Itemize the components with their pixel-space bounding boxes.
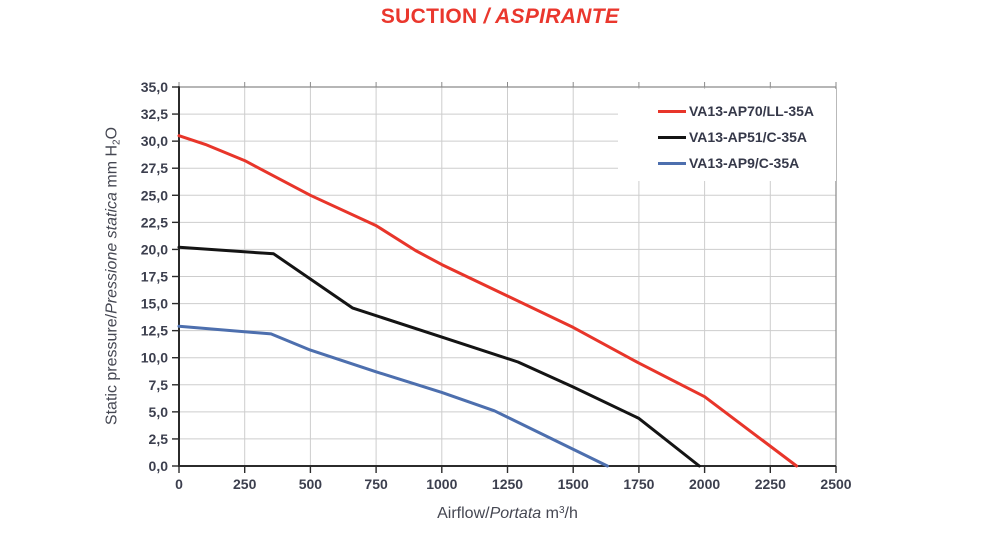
y-tick-label: 15,0 xyxy=(141,296,168,312)
y-tick-label: 17,5 xyxy=(141,269,168,285)
y-tick-label: 7,5 xyxy=(149,377,169,393)
x-tick-label: 2250 xyxy=(755,476,786,492)
curve-va13-ap9-c-35a xyxy=(177,324,609,468)
y-tick-label: 12,5 xyxy=(141,323,168,339)
legend-label: VA13-AP51/C-35A xyxy=(689,129,808,145)
y-axis-unit-subscript: 2 xyxy=(111,139,123,145)
x-tick-label: 1000 xyxy=(426,476,457,492)
y-tick-label: 0,0 xyxy=(149,458,169,474)
y-tick-label: 25,0 xyxy=(141,187,168,203)
legend-label: VA13-AP70/LL-35A xyxy=(689,103,815,119)
chart-title: SUCTION / ASPIRANTE xyxy=(0,5,1000,29)
x-tick-label: 500 xyxy=(299,476,323,492)
y-tick-label: 30,0 xyxy=(141,133,168,149)
x-tick-label: 1750 xyxy=(623,476,654,492)
y-axis-title-en: Static pressure/ xyxy=(103,313,121,426)
chart-title-en: SUCTION xyxy=(380,5,478,28)
y-tick-label: 10,0 xyxy=(141,350,168,366)
x-axis-title: Airflow/Portata m3/h xyxy=(179,505,836,523)
x-axis-unit-superscript: 3 xyxy=(558,505,565,516)
x-tick-label: 2500 xyxy=(820,476,851,492)
y-axis-title: Static pressure/Pressione statica mm H2O xyxy=(104,127,123,425)
y-tick-label: 22,5 xyxy=(141,214,168,230)
legend-line-swatch xyxy=(658,161,686,165)
x-axis-unit: m xyxy=(541,505,559,522)
x-tick-label: 1250 xyxy=(492,476,523,492)
curve-va13-ap70-ll-35a xyxy=(177,134,799,468)
y-tick-label: 2,5 xyxy=(149,431,169,447)
x-tick-label: 0 xyxy=(175,476,183,492)
x-tick-label: 2000 xyxy=(689,476,720,492)
chart-title-it: / ASPIRANTE xyxy=(477,5,620,28)
legend-item: VA13-AP9/C-35A xyxy=(658,150,836,176)
x-tick-label: 750 xyxy=(364,476,388,492)
y-tick-label: 5,0 xyxy=(149,404,169,420)
legend-item: VA13-AP51/C-35A xyxy=(658,124,836,150)
x-axis-title-it: Portata xyxy=(489,505,542,522)
y-axis-title-it: Pressione statica xyxy=(103,192,121,314)
y-axis-unit-suffix: O xyxy=(103,126,121,140)
y-axis-unit: mm H xyxy=(103,144,121,193)
y-tick-label: 35,0 xyxy=(141,79,168,95)
x-tick-label: 1500 xyxy=(558,476,589,492)
x-axis-title-en: Airflow/ xyxy=(437,505,490,522)
x-axis-unit-suffix: /h xyxy=(564,505,578,522)
legend-line-swatch xyxy=(658,109,686,113)
legend-item: VA13-AP70/LL-35A xyxy=(658,98,836,124)
legend-line-swatch xyxy=(658,135,686,139)
x-tick-label: 250 xyxy=(233,476,257,492)
chart-legend: VA13-AP70/LL-35A VA13-AP51/C-35A VA13-AP9/… xyxy=(618,89,836,181)
legend-label: VA13-AP9/C-35A xyxy=(689,155,800,171)
y-tick-label: 32,5 xyxy=(141,106,168,122)
y-tick-label: 27,5 xyxy=(141,160,168,176)
curve-va13-ap51-c-35a xyxy=(177,245,701,468)
y-tick-label: 20,0 xyxy=(141,241,168,257)
